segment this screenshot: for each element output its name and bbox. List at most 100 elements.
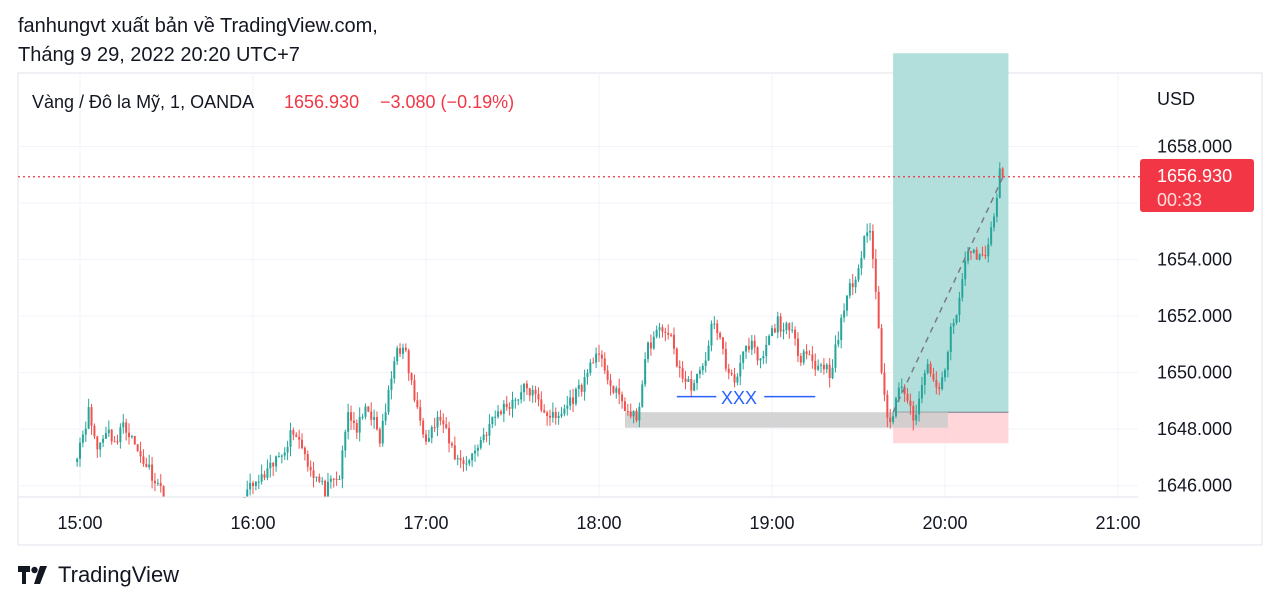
candle-body xyxy=(125,422,128,433)
candle-body xyxy=(90,407,93,426)
candle-body xyxy=(566,405,569,409)
candle-body xyxy=(393,361,396,379)
candle-body xyxy=(517,399,520,401)
candle-body xyxy=(753,340,756,348)
candle-body xyxy=(142,456,145,465)
candle-body xyxy=(623,401,626,412)
candle-body xyxy=(358,416,361,433)
candle-body xyxy=(831,367,834,379)
candle-body xyxy=(655,329,658,337)
candle-body xyxy=(667,332,670,335)
candle-body xyxy=(468,460,471,464)
candle-body xyxy=(384,412,387,421)
candle-body xyxy=(407,350,410,374)
candle-body xyxy=(799,356,802,363)
candle-body xyxy=(658,327,661,330)
position-zones[interactable] xyxy=(624,53,1009,444)
last-price-value: 1656.930 xyxy=(1157,166,1232,186)
candle-body xyxy=(474,450,477,454)
candle-body xyxy=(866,232,869,237)
candle-body xyxy=(433,427,436,429)
candle-body xyxy=(260,474,263,482)
candle-body xyxy=(156,482,159,484)
candle-body xyxy=(822,364,825,370)
candle-body xyxy=(736,376,739,383)
candle-body xyxy=(742,351,745,363)
candle-body xyxy=(765,344,768,357)
candle-body xyxy=(499,411,502,414)
candle-body xyxy=(543,410,546,413)
candle-body xyxy=(139,451,142,457)
candle-body xyxy=(869,230,872,233)
candle-body xyxy=(912,405,915,421)
annotation-label[interactable]: XXX xyxy=(721,388,757,408)
candle-body xyxy=(257,481,260,483)
candle-body xyxy=(577,385,580,389)
candle-body xyxy=(877,291,880,329)
candle-body xyxy=(352,420,355,424)
candle-body xyxy=(375,416,378,430)
candle-body xyxy=(514,399,517,401)
candle-body xyxy=(453,445,456,460)
currency-label: USD xyxy=(1157,89,1195,109)
candle-body xyxy=(497,411,500,417)
candle-body xyxy=(266,468,269,478)
y-tick-label: 1654.000 xyxy=(1157,250,1232,270)
candle-body xyxy=(332,478,335,480)
candle-body xyxy=(347,412,350,432)
candle-body xyxy=(81,434,84,443)
candle-body xyxy=(84,428,87,435)
candle-body xyxy=(961,279,964,298)
candle-body xyxy=(554,411,557,418)
candle-body xyxy=(848,283,851,296)
candle-body xyxy=(724,348,727,369)
candle-body xyxy=(897,387,900,399)
candle-body xyxy=(840,317,843,341)
candle-body xyxy=(644,359,647,385)
candle-body xyxy=(984,254,987,257)
candle-body xyxy=(546,412,549,416)
candle-body xyxy=(344,431,347,451)
tradingview-logo[interactable]: TradingView xyxy=(18,562,179,588)
candle-body xyxy=(540,399,543,411)
candle-body xyxy=(537,393,540,400)
candle-body xyxy=(739,362,742,377)
candle-body xyxy=(938,387,941,389)
overlays xyxy=(18,176,1140,413)
candle-body xyxy=(107,429,110,434)
candle-body xyxy=(796,338,799,357)
candle-body xyxy=(87,407,90,429)
candle-body xyxy=(915,414,918,421)
candle-body xyxy=(652,336,655,349)
candle-body xyxy=(946,351,949,371)
candle-body xyxy=(396,348,399,362)
y-tick-label: 1658.000 xyxy=(1157,136,1232,156)
candle-body xyxy=(145,464,148,468)
candle-body xyxy=(990,227,993,245)
candle-body xyxy=(756,347,759,361)
candle-body xyxy=(427,438,430,442)
y-tick-label: 1652.000 xyxy=(1157,306,1232,326)
candle-body xyxy=(892,416,895,422)
candle-body xyxy=(684,378,687,382)
legend-price: 1656.930 xyxy=(284,92,359,112)
candle-body xyxy=(814,360,817,370)
candle-body xyxy=(909,400,912,406)
candle-body xyxy=(119,427,122,443)
candle-body xyxy=(589,362,592,373)
candle-body xyxy=(920,384,923,399)
candle-body xyxy=(900,386,903,388)
candle-body xyxy=(306,454,309,467)
candle-body xyxy=(788,323,791,331)
candle-body xyxy=(773,328,776,333)
candle-body xyxy=(329,478,332,482)
candle-body xyxy=(791,329,794,331)
candle-body xyxy=(762,356,765,359)
candle-body xyxy=(378,429,381,444)
x-tick-label: 19:00 xyxy=(749,513,794,533)
candle-body xyxy=(929,363,932,374)
candle-body xyxy=(690,379,693,391)
candle-body xyxy=(96,436,99,450)
candle-body xyxy=(854,279,857,288)
